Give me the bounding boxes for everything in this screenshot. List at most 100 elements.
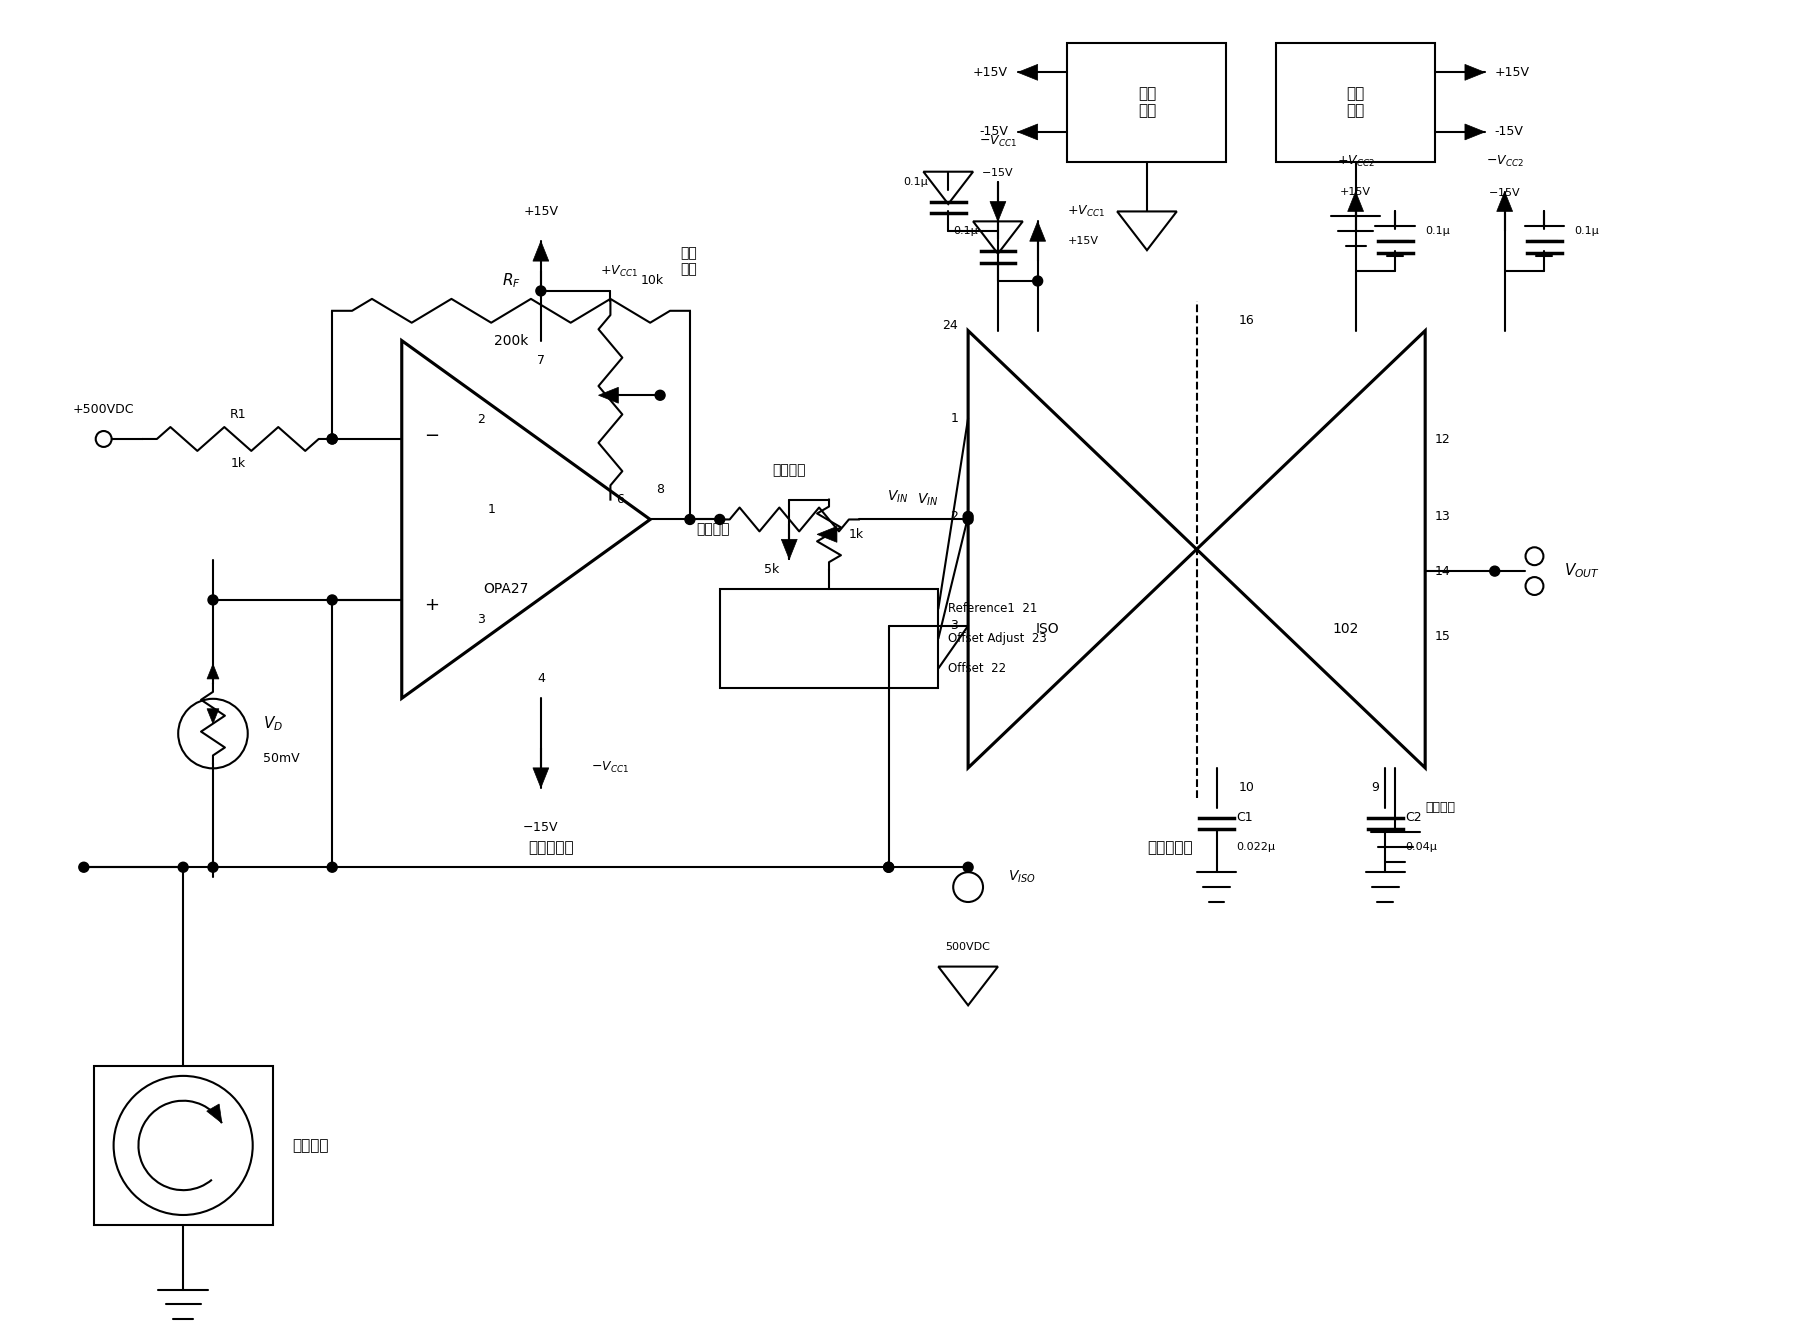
Text: +15V: +15V	[1067, 237, 1099, 246]
Text: 6: 6	[616, 493, 625, 507]
Text: $-V_{CC1}$: $-V_{CC1}$	[591, 761, 629, 775]
Circle shape	[178, 862, 189, 872]
Polygon shape	[818, 527, 838, 543]
Text: Offset  22: Offset 22	[948, 662, 1007, 675]
Text: 0.1μ: 0.1μ	[1425, 226, 1450, 237]
Text: $-$15V: $-$15V	[1488, 186, 1521, 198]
Circle shape	[1032, 275, 1043, 286]
Text: 失调
调节: 失调 调节	[680, 246, 696, 277]
Text: 24: 24	[943, 320, 958, 332]
Text: 带宽控制: 带宽控制	[1425, 801, 1455, 814]
Polygon shape	[598, 388, 618, 404]
Circle shape	[207, 595, 218, 604]
Text: +15V: +15V	[972, 66, 1008, 79]
Text: $V_{ISO}$: $V_{ISO}$	[1008, 869, 1036, 885]
Circle shape	[327, 595, 338, 604]
Text: $-$15V: $-$15V	[981, 166, 1014, 178]
Text: Reference1  21: Reference1 21	[948, 603, 1038, 615]
Text: 1: 1	[487, 503, 494, 516]
Text: C2: C2	[1405, 812, 1423, 824]
Text: $V_{OUT}$: $V_{OUT}$	[1564, 562, 1601, 580]
Bar	[1067, 43, 1226, 162]
Text: 10: 10	[1239, 781, 1254, 794]
Text: 13: 13	[1435, 509, 1450, 523]
Text: $+V_{CC1}$: $+V_{CC1}$	[600, 263, 638, 278]
Text: 7: 7	[536, 354, 545, 366]
Circle shape	[963, 515, 974, 524]
Text: 200k: 200k	[494, 334, 529, 348]
Polygon shape	[781, 539, 798, 559]
Text: $+V_{CC2}$: $+V_{CC2}$	[1337, 154, 1374, 170]
Circle shape	[207, 862, 218, 872]
Text: 0.1μ: 0.1μ	[1574, 226, 1599, 237]
Text: 3: 3	[478, 614, 485, 626]
Text: 0.022μ: 0.022μ	[1236, 842, 1276, 853]
Text: $V_{IN}$: $V_{IN}$	[887, 488, 908, 505]
Polygon shape	[1465, 64, 1484, 80]
Text: 10k: 10k	[640, 274, 663, 287]
Text: 直流电机: 直流电机	[293, 1138, 329, 1152]
Text: $-$15V: $-$15V	[523, 821, 560, 834]
Text: +15V: +15V	[1495, 66, 1530, 79]
Polygon shape	[990, 202, 1007, 222]
Circle shape	[883, 862, 894, 872]
Polygon shape	[207, 1104, 222, 1123]
Text: 1: 1	[950, 412, 958, 425]
Text: 5k: 5k	[765, 563, 779, 576]
Text: -15V: -15V	[979, 126, 1008, 139]
Text: C1: C1	[1236, 812, 1254, 824]
Text: $V_D$: $V_D$	[263, 714, 283, 733]
Text: $+$: $+$	[423, 596, 440, 614]
Text: 0.04μ: 0.04μ	[1405, 842, 1437, 853]
Circle shape	[1490, 566, 1499, 576]
Text: 1k: 1k	[849, 528, 865, 541]
Polygon shape	[532, 767, 549, 787]
Text: 增益调节: 增益调节	[772, 463, 807, 477]
Text: 输入公共端: 输入公共端	[529, 840, 574, 854]
Text: 0.1μ: 0.1μ	[903, 176, 928, 187]
Circle shape	[327, 862, 338, 872]
Circle shape	[883, 862, 894, 872]
Bar	[720, 590, 938, 689]
Text: 3: 3	[950, 619, 958, 632]
Text: R1: R1	[229, 408, 245, 421]
Text: 2: 2	[950, 509, 958, 523]
Bar	[1276, 43, 1435, 162]
Text: ISO: ISO	[1036, 622, 1059, 636]
Polygon shape	[207, 664, 218, 679]
Text: 输出公共端: 输出公共端	[1147, 840, 1192, 854]
Text: OPA27: OPA27	[483, 582, 529, 596]
Circle shape	[714, 515, 725, 524]
Text: 500VDC: 500VDC	[945, 941, 990, 952]
Text: $-$: $-$	[423, 425, 440, 443]
Polygon shape	[207, 709, 218, 723]
Text: Offset Adjust  23: Offset Adjust 23	[948, 632, 1047, 646]
Text: $+V_{CC1}$: $+V_{CC1}$	[1067, 203, 1105, 219]
Text: +500VDC: +500VDC	[73, 402, 134, 416]
Polygon shape	[1018, 64, 1038, 80]
Text: $R_F$: $R_F$	[501, 271, 520, 290]
Text: 12: 12	[1435, 433, 1450, 447]
Text: 失调调节: 失调调节	[696, 523, 730, 536]
Polygon shape	[1030, 222, 1045, 241]
Text: +15V: +15V	[1341, 187, 1372, 197]
Text: 15: 15	[1435, 630, 1452, 643]
Text: 输入
电源: 输入 电源	[1137, 86, 1156, 119]
Polygon shape	[1018, 124, 1038, 140]
Circle shape	[327, 435, 338, 444]
Text: 16: 16	[1239, 314, 1254, 328]
Text: 102: 102	[1332, 622, 1359, 636]
Text: 50mV: 50mV	[263, 751, 300, 765]
Circle shape	[963, 862, 974, 872]
Polygon shape	[532, 241, 549, 261]
Text: 输出
电源: 输出 电源	[1346, 86, 1365, 119]
Circle shape	[685, 515, 694, 524]
Text: 1k: 1k	[231, 457, 245, 471]
Polygon shape	[1465, 124, 1484, 140]
Text: 4: 4	[538, 673, 545, 685]
Circle shape	[327, 435, 338, 444]
Text: $-V_{CC1}$: $-V_{CC1}$	[979, 134, 1018, 150]
Circle shape	[963, 512, 974, 521]
Text: 14: 14	[1435, 564, 1450, 578]
Text: -15V: -15V	[1495, 126, 1524, 139]
